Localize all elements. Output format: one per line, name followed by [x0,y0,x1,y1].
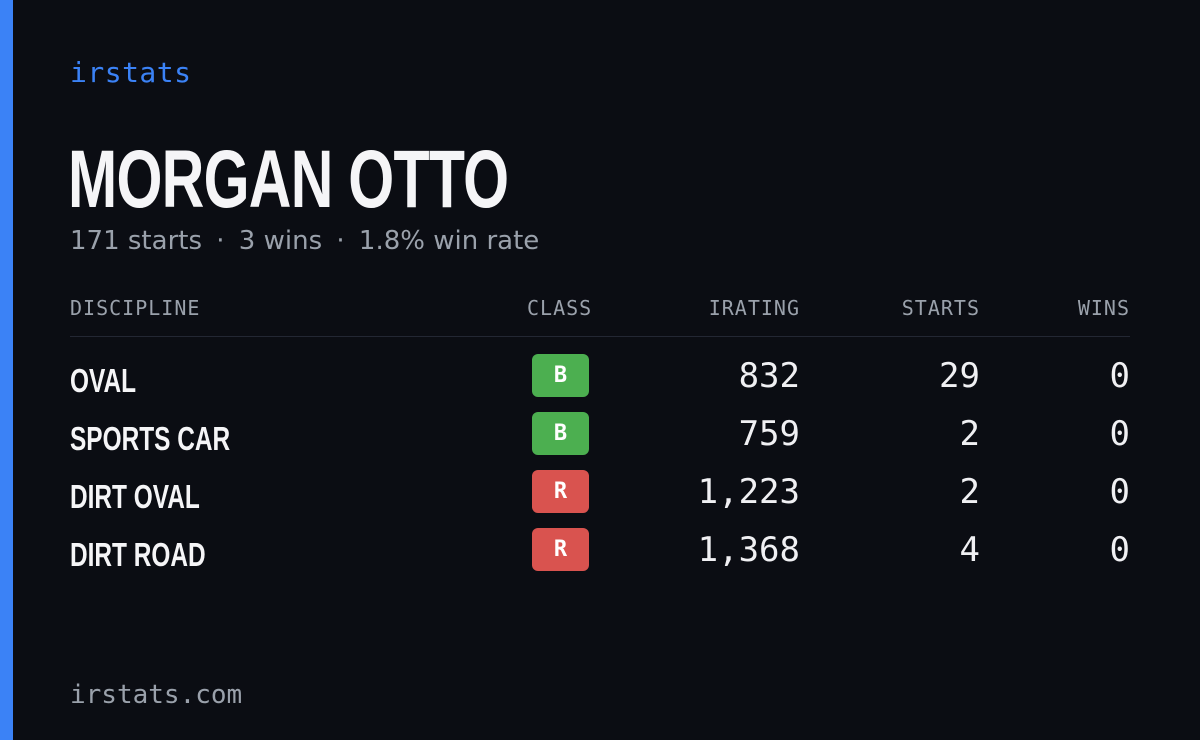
header-starts: STARTS [901,296,980,320]
brand-logo[interactable]: irstats [70,56,192,89]
summary-starts: 171 starts [70,226,202,256]
wins-value: 0 [1109,472,1130,512]
starts-value: 2 [959,414,980,454]
accent-bar [0,0,13,740]
driver-name: MORGAN OTTO [68,134,509,225]
wins-value: 0 [1109,414,1130,454]
table-row: OVAL B 832 29 0 [70,354,1130,412]
discipline-label: OVAL [70,362,137,399]
header-wins: WINS [1077,296,1130,320]
header-divider [70,336,1130,337]
starts-value: 29 [939,356,980,396]
header-discipline: DISCIPLINE [70,296,201,320]
header-class: CLASS [527,296,593,320]
table-row: DIRT OVAL R 1,223 2 0 [70,470,1130,528]
starts-value: 4 [959,530,980,570]
summary-wins: 3 wins [238,226,323,256]
discipline-label: DIRT ROAD [70,536,206,573]
header-irating: IRATING [708,296,800,320]
summary-separator: · [216,226,225,256]
driver-summary: 171 starts · 3 wins · 1.8% win rate [70,226,539,256]
class-badge: R [532,528,589,571]
starts-value: 2 [959,472,980,512]
summary-separator: · [336,226,345,256]
discipline-label: DIRT OVAL [70,478,200,515]
irating-value: 1,368 [697,530,800,570]
class-badge: R [532,470,589,513]
wins-value: 0 [1109,356,1130,396]
irating-value: 1,223 [697,472,800,512]
irating-value: 832 [738,356,800,396]
summary-win-rate: 1.8% win rate [358,226,540,256]
footer-url[interactable]: irstats.com [70,680,243,710]
class-badge: B [532,354,589,397]
class-badge: B [532,412,589,455]
table-row: SPORTS CAR B 759 2 0 [70,412,1130,470]
table-row: DIRT ROAD R 1,368 4 0 [70,528,1130,586]
wins-value: 0 [1109,530,1130,570]
discipline-label: SPORTS CAR [70,420,231,457]
irating-value: 759 [738,414,800,454]
